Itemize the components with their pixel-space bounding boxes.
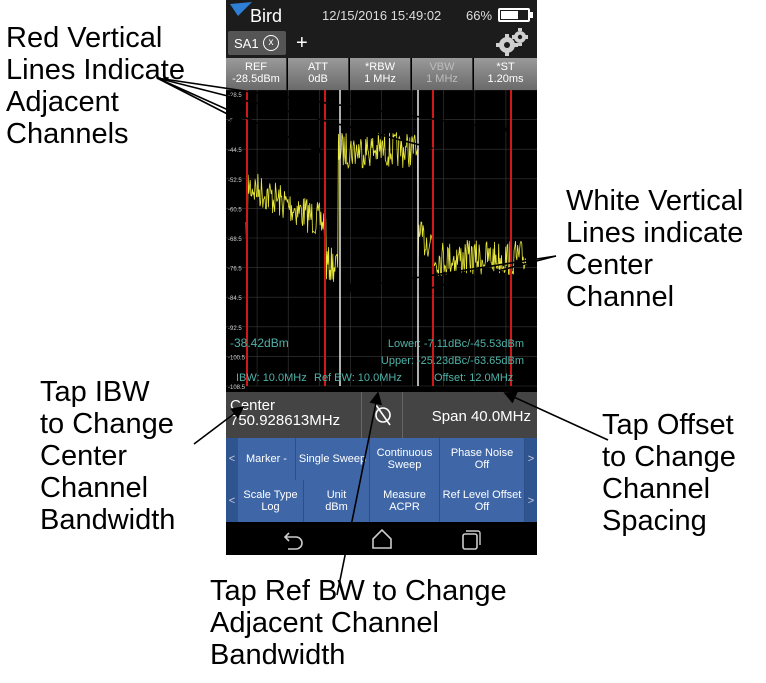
center-label: Center bbox=[230, 397, 276, 414]
battery-icon bbox=[498, 8, 530, 22]
softkey-label: Ref Level Offset Off bbox=[442, 489, 522, 513]
softkey-label: Unit dBm bbox=[325, 489, 348, 513]
spectrum-svg: -28.5 -36.5 -44.5 -52.5 -60.5 -68.5 -76.5 -84.5… bbox=[226, 89, 537, 391]
y-tick-label: -84.5 bbox=[228, 296, 242, 302]
softkey-label: Phase Noise Off bbox=[450, 447, 514, 471]
softkey-label: Scale Type Log bbox=[243, 489, 298, 513]
scroll-right-icon[interactable]: > bbox=[525, 438, 537, 480]
softkey-phase-noise[interactable]: Phase Noise Off bbox=[440, 438, 525, 480]
recents-icon[interactable] bbox=[458, 528, 482, 550]
close-tab-icon[interactable]: x bbox=[263, 35, 279, 51]
param-st-name: *ST bbox=[496, 61, 515, 73]
span-button[interactable]: Span 40.0MHz bbox=[431, 408, 531, 425]
param-vbw-value: 1 MHz bbox=[426, 73, 458, 85]
softkey-label: Single Sweep bbox=[298, 453, 367, 465]
android-nav-bar bbox=[226, 522, 537, 555]
home-icon[interactable] bbox=[370, 528, 394, 550]
softkey-label: Marker - bbox=[246, 453, 287, 465]
disabled-icon[interactable] bbox=[371, 402, 395, 428]
divider bbox=[361, 392, 362, 438]
back-icon[interactable] bbox=[282, 528, 306, 550]
param-att[interactable]: ATT 0dB bbox=[288, 58, 349, 90]
upper-adjacent-readout: Upper: -25.23dBc/-63.65dBm bbox=[381, 355, 524, 367]
center-value: 750.928613MHz bbox=[230, 412, 341, 429]
param-st[interactable]: *ST 1.20ms bbox=[474, 58, 537, 90]
param-vbw-name: VBW bbox=[429, 61, 455, 73]
status-bar: Bird 12/15/2016 15:49:02 66% bbox=[226, 0, 537, 26]
bird-logo-icon bbox=[230, 2, 252, 16]
scroll-left-icon[interactable]: < bbox=[226, 480, 238, 522]
parameter-bar: REF -28.5dBm ATT 0dB *RBW 1 MHz VBW 1 MH… bbox=[226, 58, 537, 90]
annotation-offset: Tap Offset to Change Channel Spacing bbox=[602, 409, 736, 537]
softkey-label: Measure ACPR bbox=[383, 489, 426, 513]
battery-percent: 66% bbox=[466, 8, 493, 23]
y-tick-label: -92.5 bbox=[228, 326, 242, 332]
y-tick-label: -52.5 bbox=[228, 178, 242, 184]
param-att-name: ATT bbox=[308, 61, 328, 73]
y-tick-label: -76.5 bbox=[228, 267, 242, 273]
offset-readout[interactable]: Offset: 12.0MHz bbox=[434, 372, 513, 384]
add-tab-button[interactable]: + bbox=[296, 32, 308, 54]
param-ref-value: -28.5dBm bbox=[232, 73, 280, 85]
divider bbox=[402, 392, 403, 438]
frequency-bar: Center 750.928613MHz Span 40.0MHz bbox=[226, 392, 537, 438]
param-rbw-name: *RBW bbox=[365, 61, 395, 73]
spectrum-plot[interactable]: -28.5 -36.5 -44.5 -52.5 -60.5 -68.5 -76.5 -84.5… bbox=[226, 89, 537, 392]
param-rbw-value: 1 MHz bbox=[364, 73, 396, 85]
annotation-refbw: Tap Ref BW to Change Adjacent Channel Ba… bbox=[210, 575, 507, 671]
y-tick-label: -108.5 bbox=[228, 385, 246, 391]
softkey-measure[interactable]: Measure ACPR bbox=[370, 480, 440, 522]
softkey-scale-type[interactable]: Scale Type Log bbox=[238, 480, 304, 522]
softkey-single-sweep[interactable]: Single Sweep bbox=[296, 438, 370, 480]
gear-icon[interactable] bbox=[494, 28, 530, 56]
y-tick-label: -68.5 bbox=[228, 237, 242, 243]
tab-bar: SA1 x + bbox=[226, 26, 537, 58]
ref-bw-readout[interactable]: Ref BW: 10.0MHz bbox=[314, 372, 402, 384]
softkey-continuous-sweep[interactable]: Continuous Sweep bbox=[370, 438, 440, 480]
softkey-row-2: < Scale Type Log Unit dBm Measure ACPR R… bbox=[226, 480, 537, 522]
ibw-readout[interactable]: IBW: 10.0MHz bbox=[236, 372, 307, 384]
phone-screen: Bird 12/15/2016 15:49:02 66% SA1 x + REF bbox=[226, 0, 537, 555]
scroll-right-icon[interactable]: > bbox=[525, 480, 537, 522]
param-ref[interactable]: REF -28.5dBm bbox=[226, 58, 287, 90]
param-st-value: 1.20ms bbox=[487, 73, 524, 85]
softkey-unit[interactable]: Unit dBm bbox=[304, 480, 370, 522]
tab-sa1[interactable]: SA1 x bbox=[228, 31, 286, 55]
y-tick-label: -60.5 bbox=[228, 207, 242, 213]
param-vbw[interactable]: VBW 1 MHz bbox=[412, 58, 473, 90]
datetime: 12/15/2016 15:49:02 bbox=[322, 8, 442, 23]
lower-adjacent-readout: Lower: -7.11dBc/-45.53dBm bbox=[388, 338, 524, 350]
param-ref-name: REF bbox=[245, 61, 267, 73]
softkey-marker[interactable]: Marker - bbox=[238, 438, 296, 480]
y-tick-label: -28.5 bbox=[228, 93, 242, 99]
param-rbw[interactable]: *RBW 1 MHz bbox=[350, 58, 411, 90]
channel-power-readout: -38.42dBm bbox=[230, 336, 289, 350]
annotation-white-lines: White Vertical Lines indicate Center Cha… bbox=[566, 185, 744, 313]
brand-name: Bird bbox=[250, 6, 283, 26]
tab-label: SA1 bbox=[234, 36, 259, 51]
spectrum-trace bbox=[245, 132, 527, 282]
annotation-red-lines: Red Vertical Lines Indicate Adjacent Cha… bbox=[6, 22, 185, 150]
softkey-label: Continuous Sweep bbox=[376, 447, 433, 471]
softkey-row-1: < Marker - Single Sweep Continuous Sweep… bbox=[226, 438, 537, 480]
param-att-value: 0dB bbox=[308, 73, 328, 85]
y-tick-label: -100.5 bbox=[228, 355, 246, 361]
y-tick-label: -36.5 bbox=[228, 119, 242, 125]
center-frequency-button[interactable]: Center 750.928613MHz bbox=[230, 398, 340, 428]
scroll-left-icon[interactable]: < bbox=[226, 438, 238, 480]
softkey-ref-level-offset[interactable]: Ref Level Offset Off bbox=[440, 480, 525, 522]
annotation-ibw: Tap IBW to Change Center Channel Bandwid… bbox=[40, 376, 176, 536]
battery-cap bbox=[530, 12, 533, 18]
y-tick-label: -44.5 bbox=[228, 148, 242, 154]
